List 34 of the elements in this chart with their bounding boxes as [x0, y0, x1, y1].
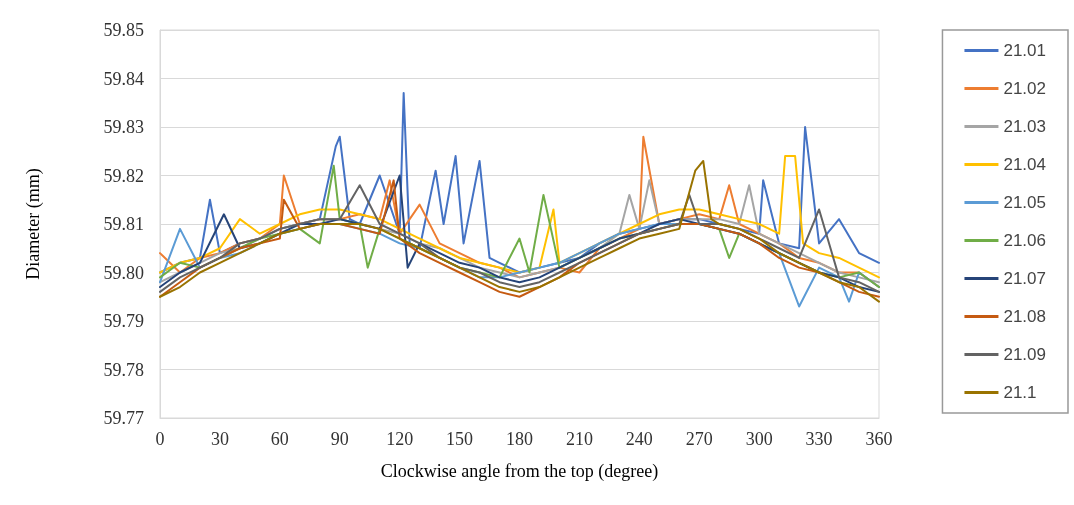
legend-label: 21.1 [1003, 383, 1037, 402]
y-axis-title: Diameter (mm) [23, 168, 44, 280]
x-tick-label: 210 [565, 429, 593, 449]
x-tick-label: 330 [805, 429, 833, 449]
legend-label: 21.02 [1003, 79, 1047, 98]
y-tick-label: 59.83 [103, 117, 144, 137]
legend-label: 21.05 [1003, 193, 1047, 212]
x-tick-label: 120 [386, 429, 414, 449]
legend-label: 21.06 [1003, 231, 1047, 250]
y-tick-label: 59.79 [103, 311, 144, 331]
x-tick-label: 360 [865, 429, 893, 449]
x-tick-label: 150 [446, 429, 474, 449]
x-tick-label: 0 [155, 429, 165, 449]
x-tick-label: 60 [270, 429, 289, 449]
y-tick-label: 59.84 [103, 68, 144, 89]
y-tick-label: 59.77 [103, 408, 144, 428]
y-tick-label: 59.81 [103, 214, 144, 234]
y-tick-label: 59.82 [103, 165, 144, 186]
y-tick-label: 59.85 [103, 20, 144, 40]
x-tick-label: 180 [506, 429, 533, 449]
legend-label: 21.08 [1003, 307, 1047, 326]
x-tick-label: 300 [745, 429, 773, 449]
y-tick-label: 59.80 [103, 262, 144, 283]
legend-label: 21.03 [1003, 117, 1047, 136]
legend-label: 21.01 [1003, 41, 1047, 60]
x-tick-label: 270 [685, 429, 713, 449]
x-axis-title: Clockwise angle from the top (degree) [380, 461, 659, 482]
y-tick-label: 59.78 [103, 359, 144, 380]
legend-label: 21.04 [1003, 155, 1047, 174]
legend-label: 21.09 [1003, 345, 1047, 364]
legend-label: 21.07 [1003, 269, 1047, 288]
x-tick-label: 30 [210, 429, 229, 449]
x-tick-label: 90 [330, 429, 349, 449]
x-tick-label: 240 [625, 429, 653, 449]
